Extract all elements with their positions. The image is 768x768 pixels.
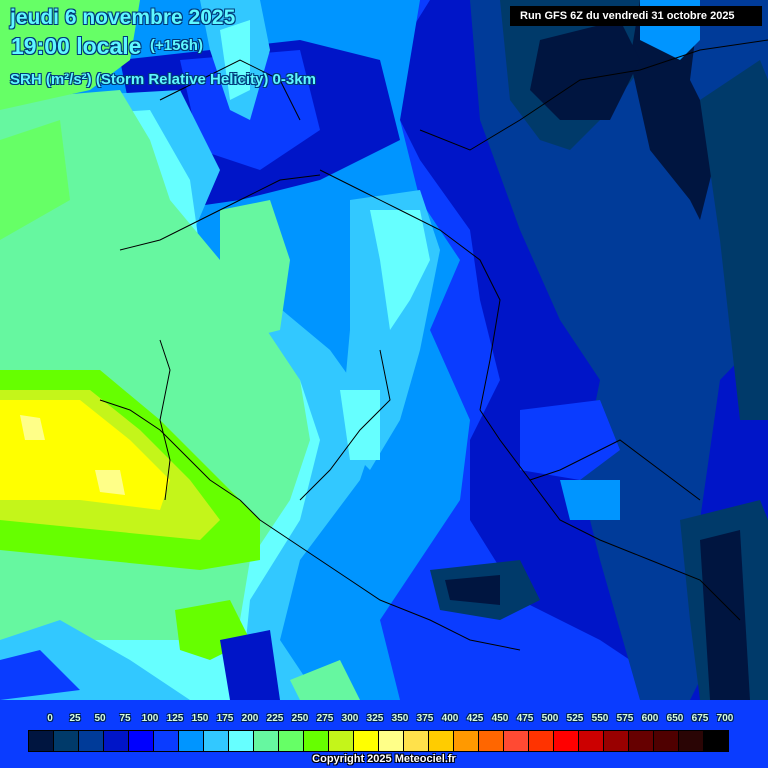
legend-swatch (179, 731, 204, 751)
legend-label: 500 (541, 713, 559, 724)
legend-swatch (279, 731, 304, 751)
legend-swatch (454, 731, 479, 751)
legend-label: 50 (94, 713, 106, 724)
legend-swatch (679, 731, 704, 751)
legend-label: 700 (716, 713, 734, 724)
legend-swatch (504, 731, 529, 751)
legend-color-bar (28, 730, 729, 752)
legend-label: 100 (141, 713, 159, 724)
legend-label: 75 (119, 713, 131, 724)
legend-swatch (529, 731, 554, 751)
legend-label: 175 (216, 713, 234, 724)
run-info: Run GFS 6Z du vendredi 31 octobre 2025 (510, 6, 762, 26)
legend-swatch (29, 731, 54, 751)
legend-label: 475 (516, 713, 534, 724)
legend-label: 275 (316, 713, 334, 724)
legend-swatch (104, 731, 129, 751)
legend-label: 325 (366, 713, 384, 724)
legend-swatch (129, 731, 154, 751)
legend-label: 400 (441, 713, 459, 724)
legend-swatch (654, 731, 679, 751)
legend-swatch (379, 731, 404, 751)
legend-label: 125 (166, 713, 184, 724)
legend-label: 300 (341, 713, 359, 724)
forecast-lead-time: (+156h) (150, 37, 203, 54)
legend-label: 550 (591, 713, 609, 724)
legend-swatch (54, 731, 79, 751)
legend-label: 25 (69, 713, 81, 724)
legend-swatch (604, 731, 629, 751)
legend-label: 150 (191, 713, 209, 724)
legend-label: 525 (566, 713, 584, 724)
legend-swatch (554, 731, 579, 751)
legend-swatch (429, 731, 454, 751)
legend-swatch (304, 731, 329, 751)
legend-label: 675 (691, 713, 709, 724)
legend-label: 575 (616, 713, 634, 724)
legend-swatch (629, 731, 654, 751)
forecast-time: 19:00 locale (11, 33, 142, 59)
legend-label: 350 (391, 713, 409, 724)
legend-labels: 0 25 50 75 100 125 150 175 200 225 250 275 300 325 350… (28, 713, 733, 727)
copyright: Copyright 2025 Meteociel.fr (312, 753, 456, 765)
legend-label: 0 (47, 713, 53, 724)
legend-label: 600 (641, 713, 659, 724)
legend-label: 425 (466, 713, 484, 724)
legend-swatch (229, 731, 254, 751)
legend-label: 375 (416, 713, 434, 724)
legend-swatch (579, 731, 604, 751)
legend-label: 250 (291, 713, 309, 724)
legend-swatch (404, 731, 429, 751)
legend-label: 225 (266, 713, 284, 724)
legend-swatch (154, 731, 179, 751)
legend-label: 450 (491, 713, 509, 724)
legend-label: 650 (666, 713, 684, 724)
legend-swatch (79, 731, 104, 751)
legend-swatch (704, 731, 728, 751)
legend-swatch (329, 731, 354, 751)
parameter-title: SRH (m²/s²) (Storm Relative Helicity) 0-… (10, 71, 316, 88)
forecast-date: jeudi 6 novembre 2025 (10, 6, 236, 29)
legend-swatch (204, 731, 229, 751)
legend-swatch (354, 731, 379, 751)
legend-swatch (479, 731, 504, 751)
legend-swatch (254, 731, 279, 751)
legend-label: 200 (241, 713, 259, 724)
